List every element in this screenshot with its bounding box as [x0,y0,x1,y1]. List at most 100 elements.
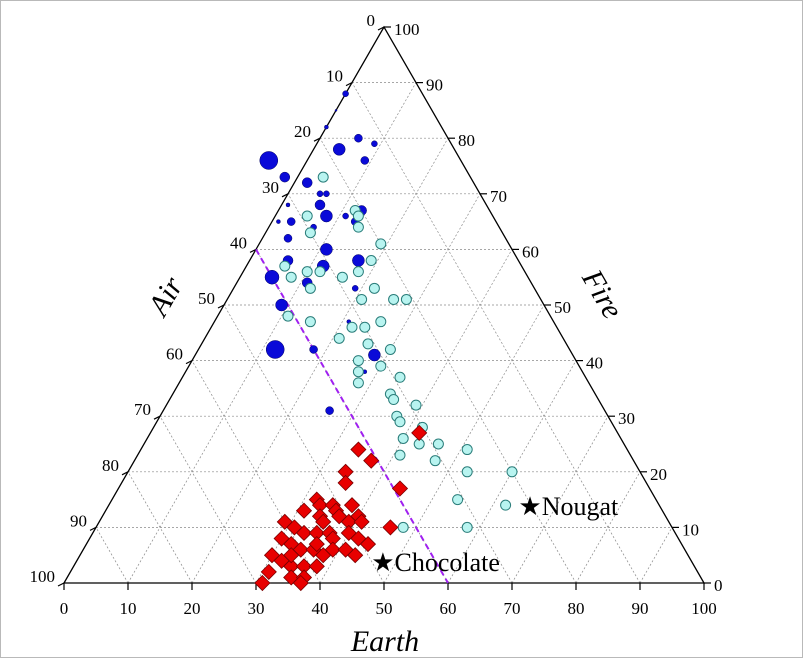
cyan-circle-point [394,449,406,461]
blue-circle-point [286,217,296,226]
cyan-circle-point [388,293,400,305]
blue-circle-point [264,269,280,285]
cyan-circle-point [282,310,294,322]
earth-tick-label: 60 [440,599,457,618]
cyan-circle-point [397,432,409,444]
cyan-circle-point [352,210,364,222]
fire-tick-label: 90 [426,76,443,95]
blue-circle-point [279,171,291,183]
cyan-circle-point [500,499,512,511]
cyan-circle-point [352,221,364,233]
cyan-circle-point [301,210,313,222]
fire-tick-label: 40 [586,354,603,373]
blue-circle-point [316,190,324,198]
red-diamond-point [254,574,271,592]
cyan-circle-point [394,416,406,428]
earth-axis-title: Earth [350,625,419,657]
red-diamond-point [337,474,354,491]
fire-tick-label: 70 [490,187,507,206]
grid-line-earth [511,416,609,584]
air-tick-label: 70 [134,400,151,419]
air-tick-label: 40 [230,233,247,252]
red-diamond-point [283,547,300,564]
grid-line-earth [127,82,417,584]
cyan-circle-point [388,394,400,406]
grid-line-air [127,471,193,584]
blue-circle-point [368,348,381,362]
red-diamond-point [391,480,409,497]
red-diamond-point [295,524,313,542]
red-diamond-point [353,513,370,530]
red-diamond-point [315,513,332,530]
fire-tick-label: 10 [682,520,699,539]
red-diamond-point [347,547,364,564]
cyan-circle-point [362,338,374,350]
red-diamond-point [411,424,428,441]
blue-circle-point [323,190,330,198]
air-tick [57,582,65,587]
cyan-circle-point [333,332,345,344]
grid-line-earth [383,304,545,584]
cyan-circle-point [375,316,387,328]
blue-circle-point [342,90,349,97]
blue-circle-point [275,298,288,312]
earth-tick-label: 10 [120,599,137,618]
blue-circle-point [320,209,333,223]
grid-line-earth [639,527,673,584]
blue-circle-point [276,219,281,224]
cyan-circle-point [461,444,473,456]
air-tick-label: 50 [198,289,215,308]
annotation-chocolate: ★Chocolate [371,548,500,577]
blue-circle-point [324,124,329,130]
cyan-circle-point [336,271,348,283]
red-diamond-point [343,497,361,514]
cyan-circle-point [346,321,358,333]
red-diamond-point [292,574,309,592]
air-axis-title: Air [141,271,190,323]
cyan-circle-point [375,360,387,372]
data-points [254,90,518,592]
cyan-circle-point [352,377,364,389]
earth-tick-label: 100 [691,599,717,618]
air-tick [121,471,129,476]
blue-circle-point [354,133,363,143]
air-tick [153,415,161,420]
divider-line [255,248,449,584]
earth-tick-label: 40 [312,599,329,618]
cyan-circle-point [285,271,297,283]
cyan-circle-point [352,266,364,278]
cyan-circle-point [368,282,380,294]
cyan-circle-point [461,466,473,478]
blue-circle-point [371,140,378,148]
fire-axis-title: Fire [575,263,629,324]
air-tick [217,304,225,309]
earth-tick-label: 30 [248,599,265,618]
cyan-circle-point [394,371,406,383]
red-diamond-point [260,563,277,580]
earth-tick-label: 90 [632,599,649,618]
cyan-circle-point [365,255,377,267]
cyan-circle-point [400,293,412,305]
blue-circle-point [301,177,313,188]
air-tick-label: 10 [326,67,343,86]
blue-circle-point [259,151,279,170]
blue-circle-point [332,143,346,156]
red-diamond-point [324,541,341,558]
annotations: ★Nougat ★Chocolate [371,492,619,577]
cyan-circle-point [356,293,368,305]
axis-ticks: 0 0 0 10 10 10 20 20 20 30 30 30 40 40 40 50 50 50 60 60 60 7… [30,11,723,618]
air-tick [249,248,257,253]
red-diamond-point [363,452,380,469]
blue-circle-point [320,243,333,256]
red-diamond-point [295,502,313,519]
annotation-nougat: ★Nougat [518,492,619,521]
fire-tick-label: 20 [650,465,667,484]
cyan-circle-point [352,355,364,367]
air-tick [185,360,193,365]
cyan-circle-point [317,171,329,183]
blue-circle-point [314,199,326,211]
blue-circle-point [265,340,285,359]
grid-line-earth [575,471,641,584]
cyan-circle-point [352,366,364,378]
